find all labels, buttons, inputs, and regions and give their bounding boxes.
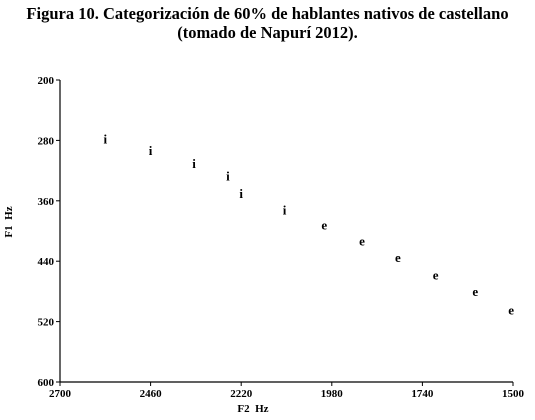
tick-marks (56, 79, 514, 386)
y-tick-label: 440 (38, 256, 55, 268)
caption-line-1: Figura 10. Categorización de 60% de habl… (26, 4, 509, 23)
data-point-i: i (226, 169, 230, 184)
data-points: iiiiiieeeeeee (103, 132, 514, 318)
y-axis-label: F1 Hz (3, 206, 15, 237)
axes (59, 80, 513, 383)
data-point-i: i (149, 143, 153, 158)
data-point-e: e (508, 302, 514, 317)
y-tick-label: 520 (38, 317, 55, 329)
data-point-e: e (395, 250, 401, 265)
data-point-i: i (192, 156, 196, 171)
x-tick-label: 1500 (502, 388, 525, 400)
data-point-i: i (103, 132, 107, 147)
x-tick-label: 2460 (140, 388, 163, 400)
x-tick-label: 1740 (411, 388, 434, 400)
tick-labels: 2700 2460 2220 1980 1740 1500 200 280 360 440 520 6… (38, 75, 525, 400)
data-point-i: i (283, 203, 287, 218)
y-tick-label: 600 (38, 377, 55, 389)
x-axis-label: F2 Hz (237, 403, 268, 415)
y-tick-label: 360 (38, 196, 55, 208)
y-tick-label: 280 (38, 135, 55, 147)
data-point-e: e (433, 268, 439, 283)
x-tick-label: 2220 (230, 388, 253, 400)
x-tick-label: 1980 (321, 388, 344, 400)
data-point-e: e (359, 234, 365, 249)
caption-line-2: (tomado de Napurí 2012). (177, 23, 358, 42)
data-point-i: i (239, 186, 243, 201)
data-point-e: e (321, 218, 327, 233)
x-tick-label: 2700 (49, 388, 72, 400)
data-point-e: e (472, 284, 478, 299)
y-tick-label: 200 (38, 75, 55, 87)
figure-caption: Figura 10. Categorización de 60% de habl… (0, 4, 535, 42)
